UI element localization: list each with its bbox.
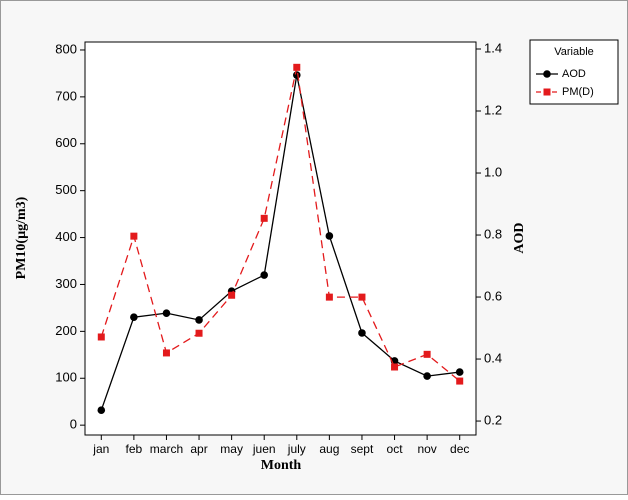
x-tick-label: sept [351, 442, 374, 456]
point [97, 406, 106, 414]
y2-tick-label: 1.4 [484, 40, 502, 55]
point [391, 363, 399, 371]
x-tick-label: oct [387, 442, 404, 456]
y-tick-label: 300 [55, 276, 77, 291]
point [130, 313, 138, 321]
point [293, 63, 301, 71]
point [162, 349, 170, 357]
x-tick-label: may [220, 442, 243, 456]
x-tick-label: feb [126, 442, 143, 456]
point [97, 333, 105, 341]
y-tick-label: 600 [55, 135, 77, 150]
y-tick-label: 200 [55, 323, 77, 338]
x-axis-label: Month [261, 458, 302, 473]
point [423, 372, 431, 380]
y2-tick-label: 0.6 [484, 288, 502, 303]
x-tick-label: nov [417, 442, 436, 456]
point [456, 377, 464, 385]
y2-tick-label: 1.0 [484, 164, 502, 179]
point [195, 329, 203, 337]
point [325, 293, 333, 301]
point [455, 368, 464, 376]
y-tick-label: 0 [70, 417, 77, 432]
point [292, 71, 301, 79]
y2-tick-label: 0.8 [484, 226, 502, 241]
point [260, 271, 269, 279]
y-tick-label: 800 [55, 41, 77, 56]
y-tick-label: 400 [55, 229, 77, 244]
y2-tick-label: 0.4 [484, 350, 502, 365]
y-tick-label: 500 [55, 182, 77, 197]
legend-label: AOD [562, 68, 586, 80]
x-tick-label: juen [252, 442, 276, 456]
x-tick-label: aug [319, 442, 339, 456]
x-tick-label: jan [92, 442, 109, 456]
series-line [100, 67, 461, 382]
legend-title: Variable [554, 46, 594, 58]
y-axis-label: PM10(µg/m3) [14, 196, 29, 279]
x-tick-label: july [287, 442, 306, 456]
x-tick-label: apr [190, 442, 207, 456]
series-line [100, 74, 460, 411]
point [162, 309, 171, 317]
point [195, 316, 203, 324]
y-tick-label: 700 [55, 88, 77, 103]
point [423, 350, 431, 358]
y2-axis-label: AOD [512, 222, 527, 253]
point [325, 232, 334, 240]
point [358, 293, 366, 301]
legend-label: PM(D) [562, 86, 594, 98]
point [228, 291, 236, 299]
plot-area [84, 41, 477, 436]
y2-tick-label: 1.2 [484, 102, 502, 117]
legend-marker [543, 70, 551, 78]
x-tick-label: march [150, 442, 183, 456]
y2-tick-label: 0.2 [484, 412, 502, 427]
point [358, 329, 366, 337]
point [130, 232, 138, 240]
legend-marker [543, 88, 551, 96]
point [260, 214, 268, 222]
x-tick-label: dec [450, 442, 469, 456]
y-tick-label: 100 [55, 370, 77, 385]
